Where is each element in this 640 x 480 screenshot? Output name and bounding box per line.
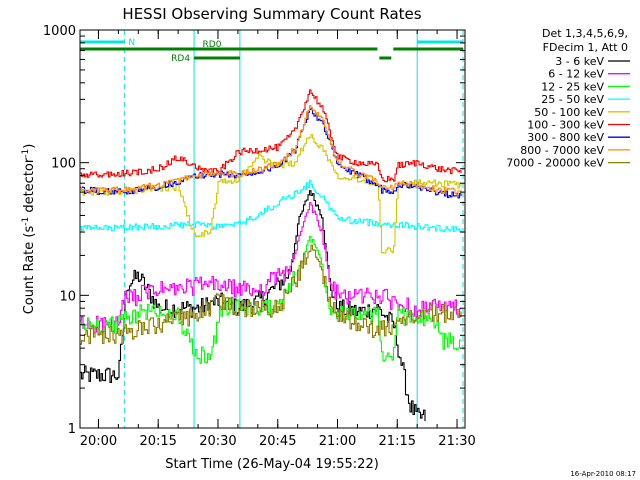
x-tick-label: 21:00 xyxy=(319,434,356,449)
x-axis-ticks: 20:00 20:15 20:30 20:45 21:00 21:15 21:30 xyxy=(80,30,476,449)
series-line xyxy=(80,244,462,345)
footer-timestamp: 16-Apr-2010 08:17 xyxy=(570,470,636,478)
legend-entry-label: 800 - 7000 keV xyxy=(520,144,604,157)
plot-frame xyxy=(79,29,466,429)
vertical-markers xyxy=(123,30,464,428)
series-line xyxy=(80,134,462,254)
x-axis-label: Start Time (26-May-04 19:55:22) xyxy=(165,457,379,472)
legend-entry-label: 6 - 12 keV xyxy=(548,68,604,81)
state-bar-label: N xyxy=(128,38,135,48)
legend-entry-label: 7000 - 20000 keV xyxy=(506,157,604,170)
x-tick-label: 20:30 xyxy=(199,434,236,449)
state-bar-label: RD0 xyxy=(203,40,222,50)
x-tick-label: 21:15 xyxy=(379,434,416,449)
y-tick-label: 1 xyxy=(68,422,76,437)
chart-title: HESSI Observing Summary Count Rates xyxy=(122,5,421,23)
legend: Det 1,3,4,5,6,9,FDecim 1, Att 03 - 6 keV… xyxy=(506,27,630,170)
legend-entry-label: 100 - 300 keV xyxy=(527,119,604,132)
legend-header-line: FDecim 1, Att 0 xyxy=(543,41,628,54)
x-tick-label: 21:30 xyxy=(438,434,475,449)
y-axis-ticks: 1 10 100 1000 xyxy=(43,24,465,437)
x-tick-label: 20:15 xyxy=(139,434,176,449)
x-tick-label: 20:00 xyxy=(80,434,117,449)
y-tick-label: 10 xyxy=(59,289,76,304)
legend-entry-label: 50 - 100 keV xyxy=(534,106,604,119)
legend-entry-label: 300 - 800 keV xyxy=(527,131,604,144)
x-tick-label: 20:45 xyxy=(259,434,296,449)
legend-entry-label: 12 - 25 keV xyxy=(541,80,604,93)
state-bars: N RD0 RD4 xyxy=(80,38,464,64)
y-tick-label: 100 xyxy=(51,157,76,172)
y-axis-label: Count Rate (s-1 detector-1) xyxy=(21,144,37,315)
legend-entry-label: 3 - 6 keV xyxy=(555,55,604,68)
series-line xyxy=(80,236,462,364)
series-lines xyxy=(80,89,462,422)
series-line xyxy=(80,105,462,196)
legend-entry-label: 25 - 50 keV xyxy=(541,93,604,106)
legend-header-line: Det 1,3,4,5,6,9, xyxy=(542,27,628,40)
y-tick-label: 1000 xyxy=(43,24,76,39)
series-line xyxy=(80,190,426,422)
state-bar-label: RD4 xyxy=(171,54,190,64)
series-line xyxy=(80,179,462,233)
series-line xyxy=(80,89,462,183)
